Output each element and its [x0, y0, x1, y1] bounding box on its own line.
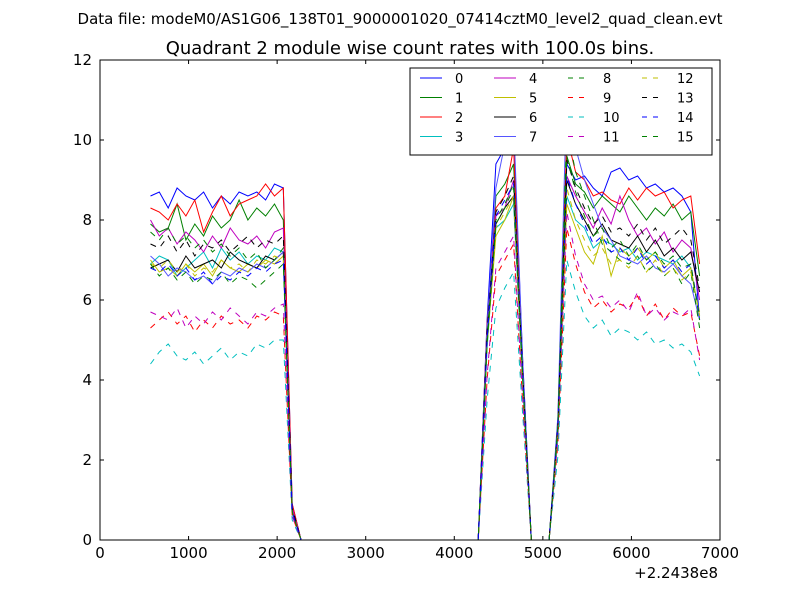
legend-item-14: 14 [642, 111, 694, 126]
legend-item-6: 6 [494, 111, 537, 126]
series-line-3 [150, 195, 701, 541]
legend-item-13: 13 [642, 92, 694, 107]
legend-label: 8 [603, 72, 611, 87]
x-tick-label: 2000 [258, 544, 296, 562]
x-tick-label: 3000 [347, 544, 385, 562]
legend-frame [409, 67, 713, 156]
legend-label: 15 [677, 131, 694, 146]
y-tick-label: 10 [73, 131, 92, 149]
series-line-1 [150, 155, 701, 541]
series-line-15 [150, 155, 701, 541]
y-tick-label: 0 [82, 531, 92, 549]
legend-label: 13 [677, 92, 694, 107]
series-line-7 [150, 87, 701, 541]
legend-item-8: 8 [568, 72, 611, 87]
legend-item-3: 3 [420, 131, 463, 146]
series-layer [150, 87, 701, 541]
legend-label: 2 [455, 111, 463, 126]
legend-label: 6 [529, 111, 537, 126]
legend-label: 11 [603, 131, 620, 146]
legend-item-4: 4 [494, 72, 537, 87]
chart-title: Quadrant 2 module wise count rates with … [166, 38, 655, 59]
legend-label: 3 [455, 131, 463, 146]
series-line-8 [150, 127, 701, 541]
series-line-5 [150, 195, 701, 541]
legend-label: 0 [455, 72, 463, 87]
x-tick-label: 7000 [701, 544, 739, 562]
legend-label: 14 [677, 111, 694, 126]
legend-label: 12 [677, 72, 694, 87]
legend-label: 7 [529, 131, 537, 146]
y-tick-label: 6 [82, 291, 92, 309]
series-line-10 [150, 259, 701, 541]
x-tick-label: 4000 [435, 544, 473, 562]
legend-item-5: 5 [494, 92, 537, 107]
legend-item-12: 12 [642, 72, 694, 87]
y-tick-label: 2 [82, 451, 92, 469]
x-offset-label: +2.2438e8 [634, 564, 718, 582]
x-tick-label: 1000 [169, 544, 207, 562]
x-tick-label: 0 [95, 544, 105, 562]
series-line-9 [150, 227, 701, 541]
legend-label: 4 [529, 72, 537, 87]
series-line-0 [150, 130, 701, 541]
series-line-2 [150, 135, 701, 541]
series-line-6 [150, 179, 701, 541]
legend-label: 1 [455, 92, 463, 107]
y-tick-label: 4 [82, 371, 92, 389]
legend-label: 9 [603, 92, 611, 107]
legend-item-11: 11 [568, 131, 620, 146]
y-tick-label: 8 [82, 211, 92, 229]
legend-item-7: 7 [494, 131, 537, 146]
legend-item-0: 0 [420, 72, 463, 87]
legend-item-10: 10 [568, 111, 620, 126]
series-line-12 [150, 187, 701, 541]
legend-item-2: 2 [420, 111, 463, 126]
figure-suptitle: Data file: modeM0/AS1G06_138T01_90000010… [78, 10, 723, 29]
legend-item-1: 1 [420, 92, 463, 107]
legend-item-15: 15 [642, 131, 694, 146]
legend-label: 5 [529, 92, 537, 107]
legend-label: 10 [603, 111, 620, 126]
x-tick-label: 5000 [524, 544, 562, 562]
legend-item-9: 9 [568, 92, 611, 107]
series-line-13 [150, 159, 701, 541]
x-tick-label: 6000 [612, 544, 650, 562]
y-tick-label: 12 [73, 51, 92, 69]
